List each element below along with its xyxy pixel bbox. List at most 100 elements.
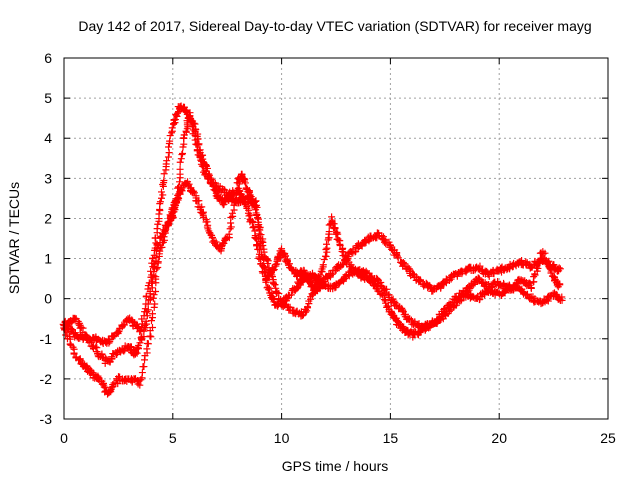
x-tick-label: 15 [383, 430, 399, 446]
data-point [154, 220, 162, 228]
data-point [149, 263, 157, 271]
data-point [153, 225, 161, 233]
data-point [260, 248, 268, 256]
data-point [120, 347, 128, 355]
data-point [325, 228, 333, 236]
data-point [252, 234, 260, 242]
y-tick-label: 2 [44, 210, 52, 226]
data-point [149, 310, 157, 318]
data-point [147, 333, 155, 341]
data-point [268, 271, 276, 279]
data-point [361, 237, 369, 245]
y-tick-label: 4 [44, 130, 52, 146]
data-point [416, 328, 424, 336]
data-point [547, 267, 555, 275]
data-point [256, 226, 264, 234]
data-point [531, 271, 539, 279]
data-point [154, 258, 162, 266]
data-point [106, 338, 114, 346]
data-point [228, 209, 236, 217]
series-track-c [60, 109, 566, 398]
data-point [131, 350, 139, 358]
data-point [536, 259, 544, 267]
y-tick-label: 6 [44, 50, 52, 66]
data-point [319, 261, 327, 269]
data-point [142, 300, 150, 308]
data-point [179, 149, 187, 157]
data-point [138, 323, 146, 331]
data-point [214, 241, 222, 249]
data-point [134, 376, 142, 384]
data-point [168, 129, 176, 137]
data-point [148, 284, 156, 292]
data-point [149, 294, 157, 302]
data-point [298, 312, 306, 320]
x-axis-label: GPS time / hours [282, 458, 389, 474]
data-point [258, 237, 266, 245]
data-point [399, 259, 407, 267]
data-point [192, 140, 200, 148]
data-point [177, 155, 185, 163]
data-point [157, 188, 165, 196]
data-point [271, 281, 279, 289]
data-point [227, 223, 235, 231]
data-point [269, 273, 277, 281]
chart-title: Day 142 of 2017, Sidereal Day-to-day VTE… [78, 18, 591, 34]
data-point [185, 180, 193, 188]
data-point [470, 280, 478, 288]
x-tick-label: 0 [60, 430, 68, 446]
data-point [322, 253, 330, 261]
data-point [148, 259, 156, 267]
data-point [156, 247, 164, 255]
data-point [534, 264, 542, 272]
data-point [191, 136, 199, 144]
data-point [287, 291, 295, 299]
data-point [257, 231, 265, 239]
data-point [336, 240, 344, 248]
data-point [241, 179, 249, 187]
data-point [544, 258, 552, 266]
data-point [176, 165, 184, 173]
data-point [108, 354, 116, 362]
data-point [174, 184, 182, 192]
data-point [358, 242, 366, 250]
data-point [156, 206, 164, 214]
data-point [261, 268, 269, 276]
data-point [542, 257, 550, 265]
data-point [331, 225, 339, 233]
data-point [555, 264, 563, 272]
data-point [259, 241, 267, 249]
data-point [159, 191, 167, 199]
data-point [152, 287, 160, 295]
series-layer [59, 102, 566, 398]
data-point [225, 230, 233, 238]
ticks-layer: 0 5 10 15 20 25 -3 -2 -1 0 1 2 3 4 5 6 [40, 50, 616, 446]
data-point [239, 194, 247, 202]
data-point [148, 323, 156, 331]
data-point [174, 191, 182, 199]
data-point [250, 223, 258, 231]
data-point [175, 183, 183, 191]
data-point [140, 363, 148, 371]
data-point [168, 124, 176, 132]
data-point [160, 170, 168, 178]
data-point [458, 296, 466, 304]
data-point [160, 233, 168, 241]
data-point [264, 260, 272, 268]
data-point [63, 329, 71, 337]
data-point [245, 212, 253, 220]
data-point [165, 149, 173, 157]
data-point [144, 340, 152, 348]
data-point [163, 157, 171, 165]
data-point [139, 320, 147, 328]
data-point [165, 143, 173, 151]
data-point [253, 203, 261, 211]
data-point [262, 278, 270, 286]
data-point [183, 119, 191, 127]
data-point [186, 112, 194, 120]
data-point [323, 240, 331, 248]
data-point [303, 307, 311, 315]
data-point [387, 245, 395, 253]
data-point [377, 279, 385, 287]
